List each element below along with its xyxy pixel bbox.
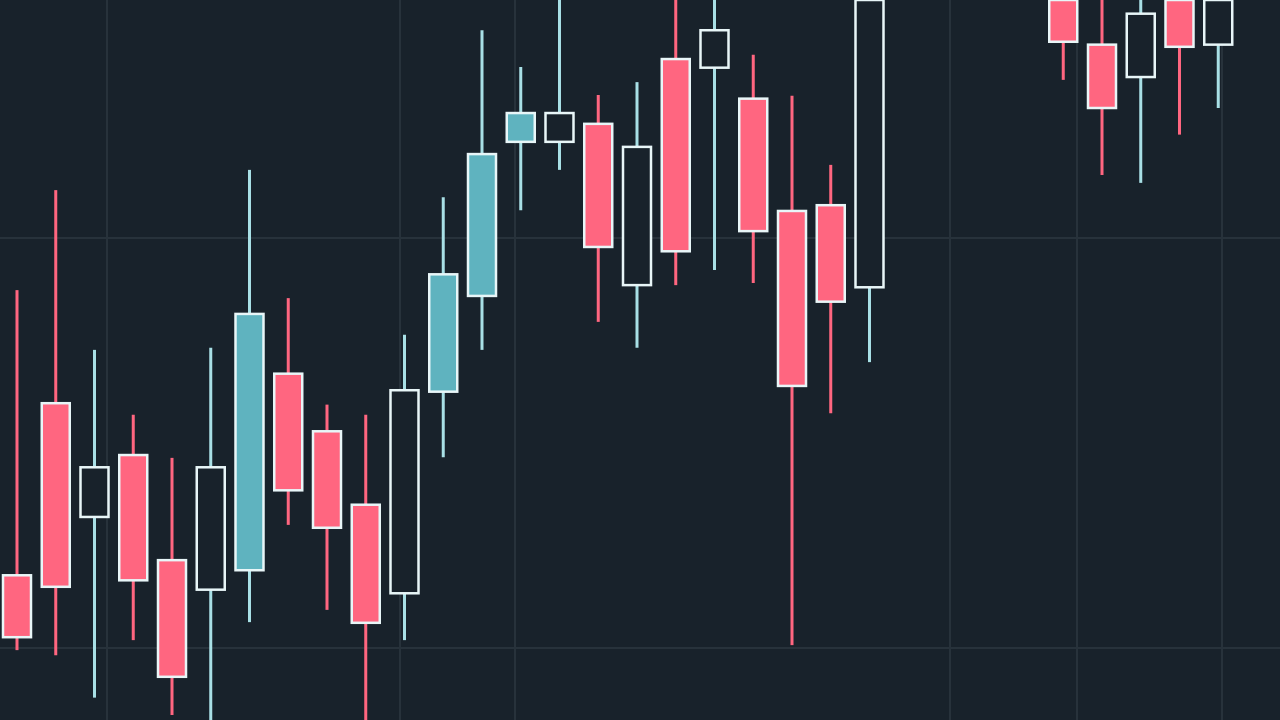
candle-body bbox=[854, 0, 885, 289]
candle-body bbox=[1164, 0, 1195, 49]
candle bbox=[350, 414, 381, 720]
candle-body bbox=[1086, 43, 1118, 110]
candle-body bbox=[776, 209, 808, 388]
candle bbox=[195, 347, 226, 720]
candle bbox=[738, 54, 769, 283]
candle-body bbox=[40, 401, 71, 589]
candle bbox=[660, 0, 691, 286]
candle-body bbox=[118, 453, 149, 582]
candle bbox=[156, 457, 188, 715]
candle bbox=[583, 95, 614, 322]
candle-body bbox=[1125, 12, 1156, 79]
candle bbox=[40, 190, 71, 656]
candle-body bbox=[350, 503, 381, 625]
candle bbox=[389, 334, 420, 641]
candle-body bbox=[1, 574, 33, 639]
candle-body bbox=[195, 466, 226, 591]
candle-body bbox=[273, 372, 304, 492]
candle bbox=[273, 298, 304, 525]
candle-body bbox=[583, 122, 614, 249]
candle-body bbox=[428, 273, 459, 393]
candle bbox=[505, 66, 536, 211]
candle-body bbox=[815, 203, 846, 303]
candle bbox=[621, 82, 653, 348]
candle bbox=[1048, 0, 1079, 80]
candle bbox=[234, 169, 265, 623]
candle bbox=[118, 414, 149, 641]
candle-body bbox=[544, 111, 575, 144]
candle bbox=[776, 95, 808, 646]
candle bbox=[1125, 0, 1156, 183]
candle-body bbox=[156, 558, 188, 679]
candle bbox=[854, 0, 885, 363]
candle bbox=[1, 290, 33, 651]
candle bbox=[311, 404, 343, 610]
candle bbox=[699, 0, 730, 270]
candle-body bbox=[311, 430, 343, 530]
candle bbox=[1164, 0, 1195, 135]
candle-body bbox=[389, 388, 420, 595]
candle bbox=[1086, 0, 1118, 175]
candle-body bbox=[1203, 0, 1234, 46]
candle bbox=[1203, 0, 1234, 108]
candle bbox=[428, 197, 459, 458]
candles bbox=[1, 0, 1234, 720]
candle bbox=[815, 164, 846, 414]
candle-body bbox=[660, 57, 691, 253]
candle bbox=[544, 0, 575, 170]
candle-body bbox=[505, 111, 536, 144]
candle bbox=[79, 349, 110, 698]
candle-body bbox=[79, 466, 110, 519]
candle bbox=[466, 30, 498, 350]
candle-body bbox=[466, 152, 498, 298]
candle-body bbox=[234, 312, 265, 572]
candle-body bbox=[621, 145, 653, 287]
candle-body bbox=[699, 28, 730, 69]
candle-body bbox=[738, 97, 769, 233]
candle-body bbox=[1048, 0, 1079, 44]
